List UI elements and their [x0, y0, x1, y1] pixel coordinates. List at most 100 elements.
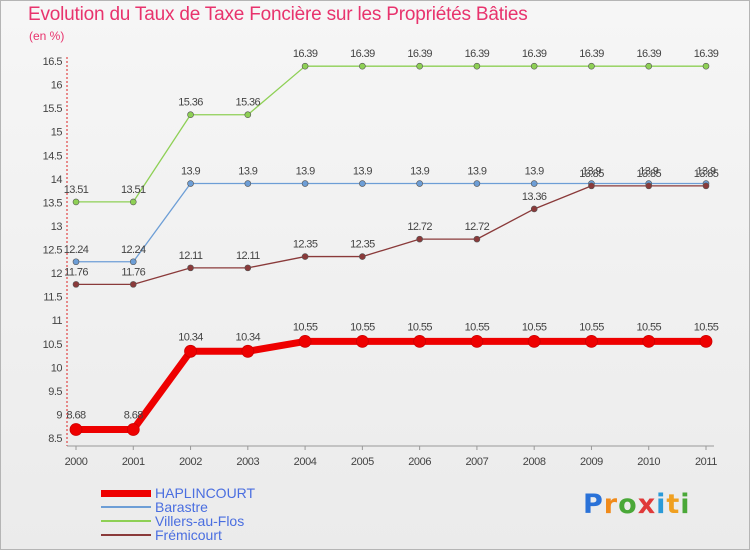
- data-label: 13.9: [296, 166, 315, 178]
- data-point: [69, 423, 83, 436]
- data-point: [187, 180, 194, 187]
- data-label: 13.9: [410, 166, 429, 178]
- data-point: [642, 334, 656, 348]
- data-point: [699, 334, 713, 348]
- data-label: 12.24: [64, 244, 89, 256]
- data-point: [298, 334, 312, 348]
- data-label: 10.55: [350, 321, 375, 333]
- data-point: [72, 198, 80, 206]
- legend-swatch: [101, 520, 151, 522]
- data-label: 13.9: [525, 166, 544, 178]
- data-label: 12.35: [293, 239, 318, 251]
- x-tick-label: 2003: [236, 456, 259, 468]
- series-line-villers-au-flos: [76, 65, 706, 203]
- data-label: 16.39: [407, 48, 432, 60]
- data-label: 10.55: [522, 321, 547, 333]
- data-label: 10.55: [579, 321, 604, 333]
- data-point: [244, 111, 252, 119]
- data-point: [413, 334, 427, 348]
- x-tick-label: 2001: [122, 456, 145, 468]
- y-tick-label: 14: [51, 174, 63, 186]
- y-tick-label: 12: [51, 268, 63, 280]
- data-point: [527, 334, 541, 348]
- legend-label: HAPLINCOURT: [155, 485, 256, 501]
- data-label: 13.51: [121, 184, 146, 196]
- y-tick-label: 10: [51, 362, 63, 374]
- data-label: 12.72: [465, 221, 490, 233]
- data-label: 16.39: [522, 48, 547, 60]
- legend-swatch: [101, 490, 151, 497]
- data-label: 15.36: [178, 97, 203, 109]
- y-tick-label: 14.5: [43, 150, 63, 162]
- data-point: [72, 258, 80, 266]
- x-tick-label: 2002: [179, 456, 202, 468]
- x-tick-label: 2010: [637, 456, 660, 468]
- y-tick-label: 15.5: [43, 103, 63, 115]
- data-label: 10.34: [178, 331, 203, 343]
- data-label: 13.85: [579, 168, 604, 180]
- data-point: [645, 62, 653, 70]
- data-point: [473, 235, 481, 243]
- y-tick-label: 16.5: [43, 56, 63, 68]
- data-label: 16.39: [465, 48, 490, 60]
- data-point: [473, 62, 481, 70]
- data-point: [126, 423, 140, 436]
- data-label: 16.39: [350, 48, 375, 60]
- data-label: 13.9: [467, 166, 486, 178]
- y-tick-label: 13.5: [43, 197, 63, 209]
- y-tick-label: 16: [51, 80, 63, 92]
- legend-label: Frémicourt: [155, 527, 222, 543]
- data-label: 16.39: [293, 48, 318, 60]
- data-label: 16.39: [694, 48, 719, 60]
- y-tick-label: 8.5: [48, 433, 62, 445]
- data-label: 10.55: [465, 321, 490, 333]
- data-point: [359, 62, 366, 70]
- data-point: [359, 253, 366, 260]
- data-label: 8.68: [66, 410, 85, 422]
- logo-letter: t: [666, 489, 681, 520]
- data-point: [244, 264, 252, 272]
- data-point: [241, 344, 255, 358]
- data-label: 10.55: [694, 321, 719, 333]
- data-point: [355, 334, 369, 348]
- data-point: [72, 281, 80, 288]
- series-line-fr-micourt: [76, 185, 706, 286]
- data-label: 13.36: [522, 191, 547, 203]
- data-point: [301, 62, 309, 70]
- legend-swatch: [101, 534, 151, 536]
- data-point: [530, 205, 538, 213]
- x-tick-label: 2006: [408, 456, 431, 468]
- x-tick-label: 2009: [580, 456, 603, 468]
- series-line-barastre: [76, 182, 706, 263]
- data-point: [702, 182, 710, 190]
- legend-item: Frémicourt: [101, 527, 321, 543]
- data-point: [473, 180, 481, 187]
- data-point: [588, 62, 595, 70]
- data-label: 15.36: [236, 97, 261, 109]
- x-tick-label: 2011: [695, 456, 717, 468]
- legend-item: Barastre: [101, 499, 321, 515]
- y-tick-label: 11.5: [43, 292, 62, 304]
- data-label: 13.9: [696, 166, 715, 178]
- logo-letter: r: [603, 489, 619, 520]
- x-tick-label: 2007: [465, 456, 488, 468]
- data-point: [129, 258, 137, 266]
- y-tick-label: 15: [51, 127, 63, 139]
- chart-title: Evolution du Taux de Taxe Foncière sur l…: [28, 4, 528, 25]
- x-tick-label: 2000: [65, 456, 88, 468]
- y-tick-label: 9.5: [48, 386, 62, 398]
- data-label: 10.55: [636, 321, 661, 333]
- data-label: 12.24: [121, 244, 146, 256]
- data-point: [470, 334, 484, 348]
- data-label: 13.85: [636, 168, 661, 180]
- data-point: [588, 182, 595, 190]
- x-tick-label: 2004: [294, 456, 317, 468]
- data-point: [416, 62, 423, 70]
- y-tick-label: 13: [51, 221, 63, 233]
- logo-letter: i: [680, 489, 691, 520]
- data-label: 13.85: [694, 168, 719, 180]
- y-tick-label: 11: [52, 315, 63, 327]
- data-label: 16.39: [636, 48, 661, 60]
- y-tick-label: 9: [56, 409, 62, 421]
